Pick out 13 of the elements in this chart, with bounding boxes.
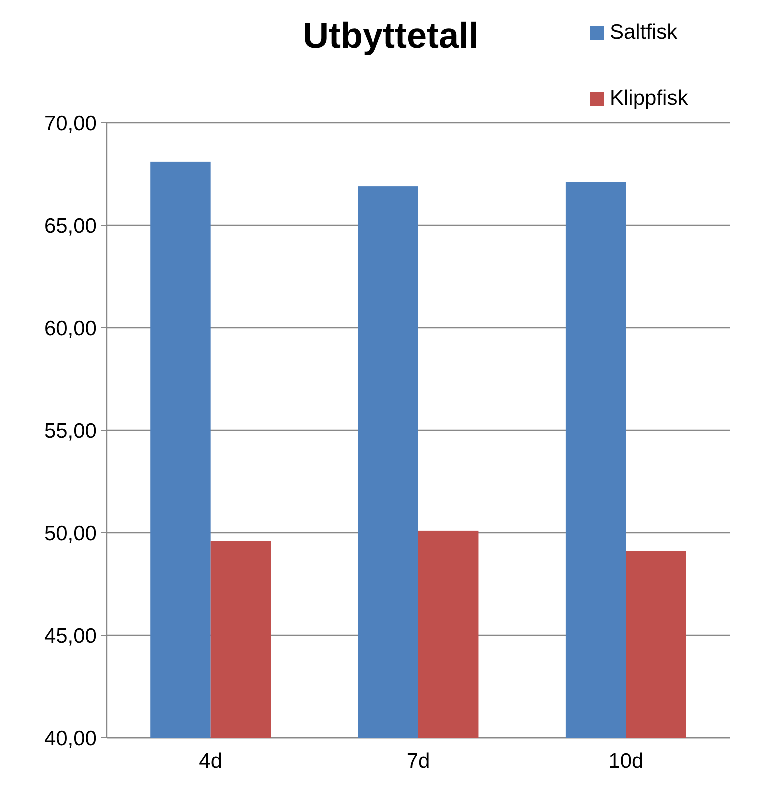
- y-tick-label: 50,00: [44, 522, 97, 546]
- x-tick-label: 7d: [406, 750, 430, 773]
- y-tick-label: 65,00: [44, 214, 97, 238]
- y-tick-label: 40,00: [44, 727, 97, 750]
- chart-title: Utbyttetall: [302, 15, 480, 56]
- x-tick-label: 4d: [199, 750, 223, 773]
- y-tick-label: 70,00: [44, 112, 97, 136]
- y-tick-label: 55,00: [44, 420, 97, 443]
- legend-label: Klippfisk: [610, 87, 689, 110]
- y-tick-label: 45,00: [44, 624, 97, 648]
- y-tick-label: 60,00: [44, 317, 97, 340]
- legend-label: Saltfisk: [610, 21, 678, 44]
- x-tick-label: 10d: [608, 750, 644, 773]
